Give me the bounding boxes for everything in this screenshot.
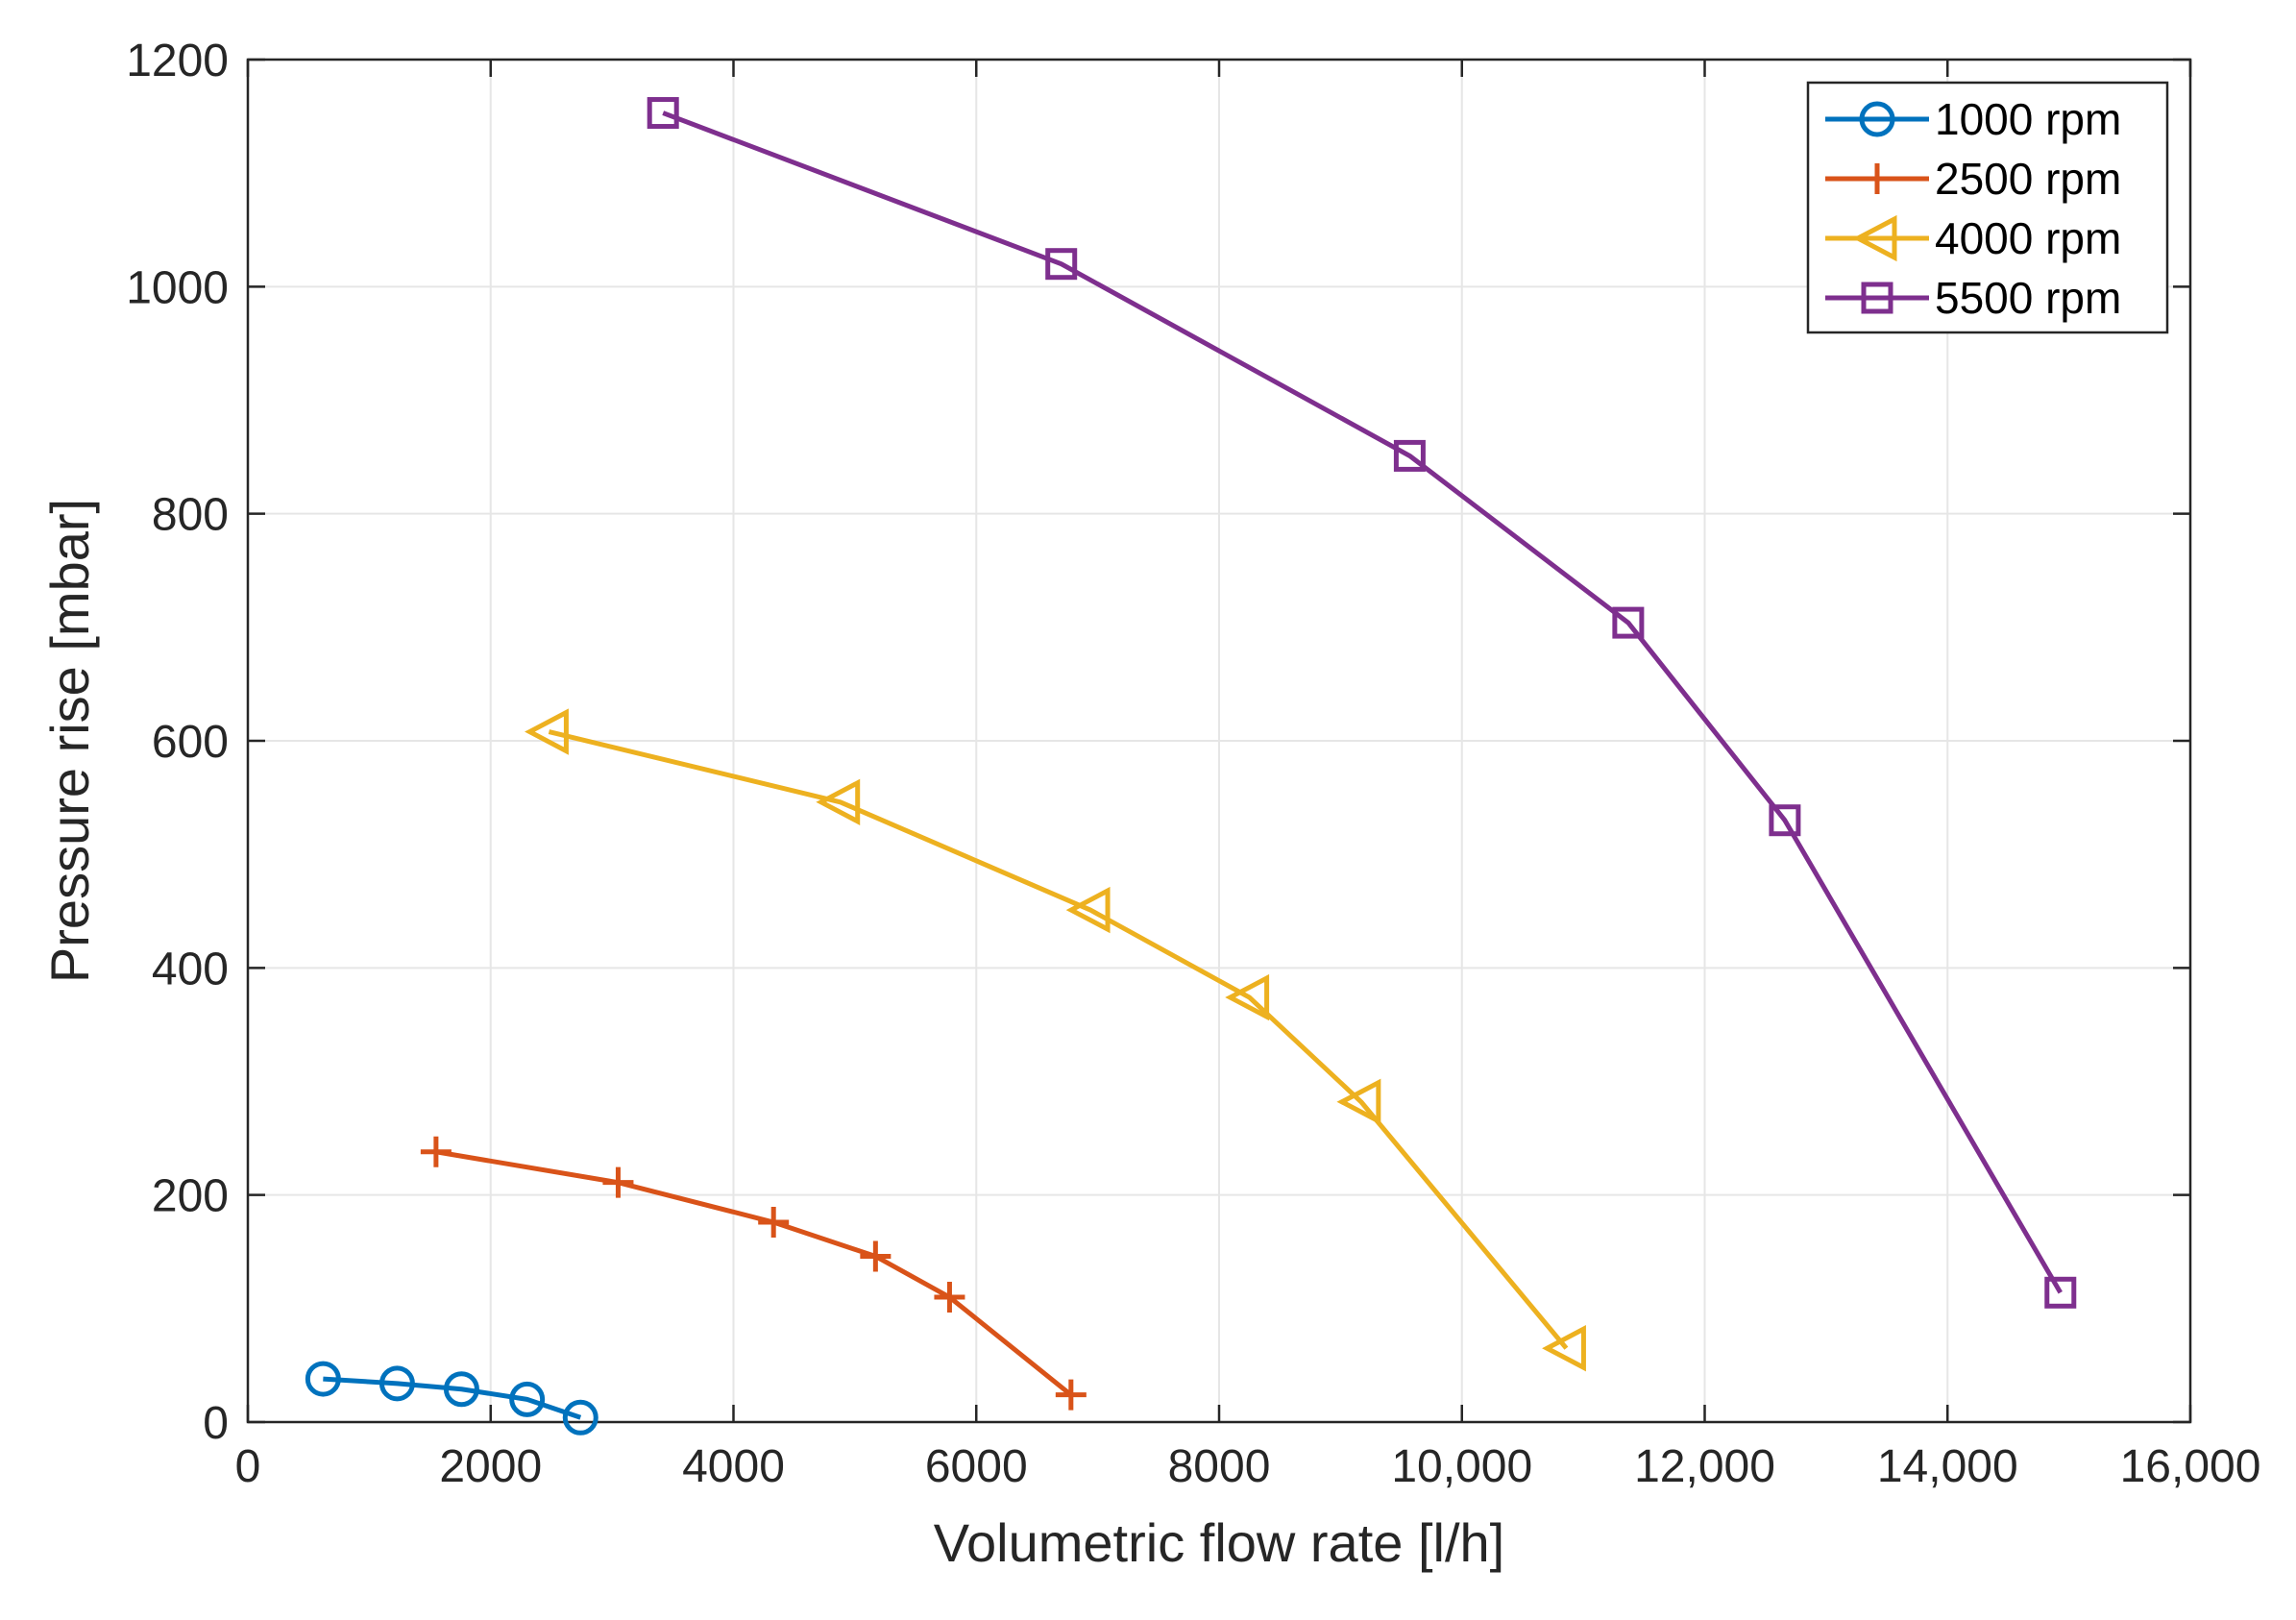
data-point bbox=[647, 97, 679, 130]
data-point bbox=[305, 1361, 341, 1397]
data-point bbox=[860, 1240, 892, 1272]
legend-item: 2500 rpm bbox=[1825, 154, 2121, 204]
data-point bbox=[1542, 1325, 1586, 1372]
data-point bbox=[1336, 1078, 1381, 1125]
data-point bbox=[816, 778, 861, 825]
data-point bbox=[758, 1207, 790, 1239]
legend-items: 1000 rpm 2500 rpm 4000 rpm 5500 rpm bbox=[1825, 94, 2121, 323]
x-tick-label: 14,000 bbox=[1877, 1441, 2018, 1492]
y-tick-label: 1200 bbox=[126, 36, 229, 86]
data-point bbox=[420, 1136, 452, 1167]
series-line bbox=[548, 729, 1569, 1350]
series-circle bbox=[305, 1361, 598, 1436]
data-point bbox=[1225, 973, 1270, 1021]
data-series bbox=[305, 97, 2077, 1436]
data-point bbox=[2044, 1276, 2077, 1309]
data-point bbox=[1769, 804, 1801, 837]
data-point bbox=[509, 1381, 546, 1417]
legend-swatch-marker bbox=[1862, 163, 1893, 194]
series-line bbox=[323, 1376, 582, 1420]
y-tick-label: 400 bbox=[152, 944, 229, 994]
x-tick-label: 6000 bbox=[925, 1441, 1028, 1492]
x-tick-label: 16,000 bbox=[2120, 1441, 2261, 1492]
y-axis-label: Pressure rise [mbar] bbox=[39, 499, 100, 983]
legend-swatch-marker bbox=[1859, 101, 1895, 137]
x-axis-label: Volumetric flow rate [l/h] bbox=[934, 1512, 1504, 1573]
legend-item: 1000 rpm bbox=[1825, 94, 2121, 144]
data-point bbox=[1065, 886, 1111, 934]
y-tick-label: 200 bbox=[152, 1171, 229, 1222]
data-point bbox=[602, 1166, 634, 1198]
legend-label: 4000 rpm bbox=[1935, 213, 2121, 263]
axis-ticks: 0 2000 4000 6000 8000 10,000 12,000 14,000 16,00… bbox=[126, 36, 2260, 1492]
legend-label: 2500 rpm bbox=[1935, 154, 2121, 204]
x-tick-label: 8000 bbox=[1168, 1441, 1271, 1492]
legend-label: 5500 rpm bbox=[1935, 273, 2121, 323]
series-square bbox=[647, 97, 2077, 1309]
x-tick-label: 2000 bbox=[439, 1441, 542, 1492]
y-tick-label: 600 bbox=[152, 717, 229, 768]
data-point bbox=[562, 1399, 598, 1436]
y-tick-label: 800 bbox=[152, 490, 229, 541]
legend-item: 5500 rpm bbox=[1825, 273, 2121, 323]
series-line bbox=[435, 1149, 1073, 1397]
grid bbox=[247, 59, 2191, 1423]
legend-item: 4000 rpm bbox=[1825, 213, 2121, 263]
legend-swatch-marker bbox=[1861, 282, 1893, 314]
data-point bbox=[379, 1365, 415, 1402]
data-point bbox=[1055, 1379, 1087, 1411]
data-point bbox=[1393, 439, 1426, 472]
y-tick-label: 1000 bbox=[126, 262, 229, 313]
x-tick-label: 4000 bbox=[682, 1441, 785, 1492]
data-point bbox=[443, 1371, 479, 1408]
data-point bbox=[1612, 606, 1645, 639]
legend: 1000 rpm 2500 rpm 4000 rpm 5500 rpm bbox=[1806, 81, 2169, 334]
data-point bbox=[525, 708, 569, 755]
data-point bbox=[934, 1282, 965, 1313]
x-tick-label: 12,000 bbox=[1634, 1441, 1775, 1492]
x-tick-label: 10,000 bbox=[1391, 1441, 1532, 1492]
legend-swatch-marker bbox=[1852, 214, 1897, 262]
data-point bbox=[1045, 248, 1078, 281]
x-tick-label: 0 bbox=[235, 1441, 261, 1492]
series-triangle-left bbox=[525, 708, 1586, 1372]
legend-label: 1000 rpm bbox=[1935, 94, 2121, 144]
legend-box bbox=[1806, 81, 2169, 334]
series-plus bbox=[420, 1136, 1087, 1411]
y-tick-label: 0 bbox=[203, 1398, 229, 1449]
series-line bbox=[662, 110, 2063, 1294]
